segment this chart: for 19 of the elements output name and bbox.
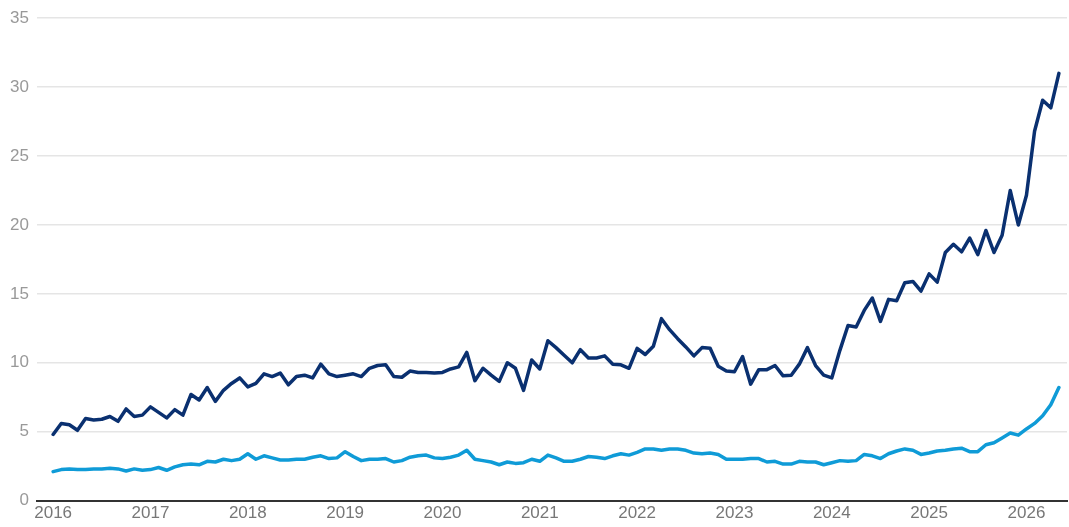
y-tick-label: 10: [9, 352, 29, 372]
x-tick-label: 2018: [228, 503, 267, 523]
y-tick-label: 15: [9, 283, 29, 303]
y-tick-label: 5: [19, 421, 29, 441]
y-tick-label: 30: [9, 76, 29, 96]
y-tick-label: 35: [9, 7, 29, 27]
y-tick-label: 25: [9, 145, 29, 165]
x-tick-label: 2019: [326, 503, 365, 523]
x-tick-label: 2023: [715, 503, 754, 523]
x-tick-label: 2024: [812, 503, 851, 523]
x-tick-label: 2020: [423, 503, 462, 523]
x-tick-label: 2021: [520, 503, 559, 523]
x-tick-label: 2017: [131, 503, 170, 523]
x-tick-label: 2016: [34, 503, 73, 523]
y-tick-label: 20: [9, 214, 29, 234]
x-tick-label: 2022: [618, 503, 657, 523]
x-tick-label: 2026: [1007, 503, 1046, 523]
y-tick-label: 0: [19, 490, 29, 510]
x-tick-label: 2025: [910, 503, 949, 523]
